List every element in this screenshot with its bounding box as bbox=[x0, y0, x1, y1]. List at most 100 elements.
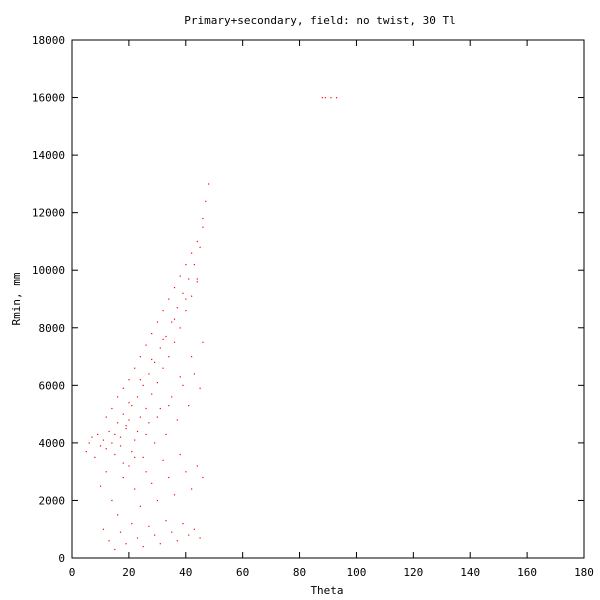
data-point bbox=[102, 439, 104, 441]
x-tick-label: 40 bbox=[179, 566, 192, 579]
data-point bbox=[131, 405, 133, 407]
x-tick-label: 100 bbox=[347, 566, 367, 579]
data-point bbox=[142, 546, 144, 548]
data-point bbox=[139, 505, 141, 507]
data-point bbox=[193, 264, 195, 266]
data-point bbox=[148, 525, 150, 527]
data-point bbox=[128, 419, 130, 421]
data-point bbox=[151, 482, 153, 484]
data-point bbox=[139, 416, 141, 418]
data-point bbox=[136, 430, 139, 433]
data-point bbox=[188, 405, 190, 407]
x-tick-label: 120 bbox=[403, 566, 423, 579]
data-point bbox=[202, 217, 204, 220]
data-point bbox=[162, 338, 164, 340]
data-point bbox=[117, 514, 119, 516]
data-point bbox=[171, 396, 173, 398]
x-tick-label: 140 bbox=[460, 566, 480, 579]
data-point bbox=[134, 488, 136, 490]
data-point bbox=[191, 356, 193, 358]
y-tick-label: 10000 bbox=[32, 264, 65, 277]
data-point bbox=[208, 183, 210, 185]
data-point bbox=[151, 393, 153, 395]
data-point bbox=[179, 453, 181, 456]
data-point bbox=[128, 465, 130, 467]
data-point bbox=[156, 416, 158, 418]
x-tick-label: 80 bbox=[293, 566, 306, 579]
data-point bbox=[105, 471, 107, 473]
data-point bbox=[97, 433, 99, 435]
x-tick-label: 20 bbox=[122, 566, 135, 579]
data-point bbox=[128, 379, 130, 381]
x-tick-label: 0 bbox=[69, 566, 76, 579]
data-point bbox=[111, 407, 113, 410]
data-point bbox=[182, 523, 184, 525]
data-point bbox=[114, 433, 116, 435]
data-point bbox=[145, 433, 147, 435]
data-point bbox=[202, 476, 204, 479]
data-point bbox=[154, 442, 156, 444]
data-point bbox=[173, 318, 176, 320]
x-axis-label: Theta bbox=[310, 584, 343, 597]
data-point bbox=[154, 534, 156, 536]
data-point bbox=[105, 448, 107, 450]
data-point bbox=[117, 396, 119, 398]
data-point bbox=[205, 200, 207, 202]
data-point bbox=[196, 281, 198, 283]
data-point bbox=[148, 422, 150, 424]
data-point bbox=[156, 321, 158, 323]
data-point bbox=[119, 531, 122, 533]
y-tick-label: 0 bbox=[58, 552, 65, 565]
data-point bbox=[142, 456, 144, 458]
data-point bbox=[173, 341, 176, 343]
data-point bbox=[191, 488, 193, 490]
chart-title: Primary+secondary, field: no twist, 30 T… bbox=[184, 14, 456, 27]
data-point bbox=[191, 252, 193, 254]
x-tick-label: 180 bbox=[574, 566, 594, 579]
data-point bbox=[185, 264, 187, 266]
data-point bbox=[131, 523, 133, 525]
data-point bbox=[185, 310, 187, 312]
data-point bbox=[176, 540, 178, 542]
data-point bbox=[176, 307, 178, 309]
data-point bbox=[162, 310, 164, 312]
data-point bbox=[162, 367, 164, 369]
data-point bbox=[151, 358, 153, 361]
data-point bbox=[185, 298, 187, 300]
data-point bbox=[188, 534, 190, 536]
data-point bbox=[182, 384, 184, 386]
data-point bbox=[176, 419, 178, 421]
data-point bbox=[154, 361, 156, 363]
data-point bbox=[162, 459, 164, 461]
data-point bbox=[111, 442, 113, 444]
data-point bbox=[151, 333, 153, 335]
data-point bbox=[165, 433, 167, 435]
y-tick-label: 6000 bbox=[39, 379, 66, 392]
data-point bbox=[102, 528, 104, 530]
data-point bbox=[111, 499, 113, 502]
data-point bbox=[139, 356, 141, 358]
data-point bbox=[179, 376, 181, 378]
data-point bbox=[173, 494, 176, 496]
data-point bbox=[156, 499, 158, 502]
data-point bbox=[199, 387, 201, 389]
data-point bbox=[145, 471, 147, 473]
data-point bbox=[128, 402, 130, 404]
data-point bbox=[142, 384, 144, 386]
y-tick-label: 14000 bbox=[32, 149, 65, 162]
data-point bbox=[182, 292, 184, 294]
data-point bbox=[122, 387, 124, 389]
data-point bbox=[108, 430, 110, 433]
data-point bbox=[159, 407, 161, 410]
data-point bbox=[202, 226, 204, 228]
y-tick-label: 12000 bbox=[32, 207, 65, 220]
y-tick-label: 18000 bbox=[32, 34, 65, 47]
data-point bbox=[199, 246, 201, 248]
data-point bbox=[91, 436, 93, 438]
data-point bbox=[99, 445, 102, 447]
data-point bbox=[196, 278, 198, 280]
x-tick-label: 60 bbox=[236, 566, 249, 579]
data-point bbox=[136, 396, 139, 398]
data-point bbox=[193, 373, 195, 375]
data-point bbox=[136, 537, 139, 539]
